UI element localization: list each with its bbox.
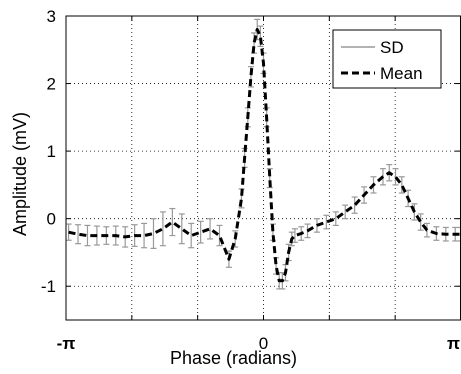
- sd-error-bar: [188, 222, 195, 249]
- sd-error-bar: [178, 213, 185, 245]
- x-tick-label: π: [447, 334, 460, 353]
- sd-error-bar: [216, 224, 223, 247]
- legend-box: [332, 29, 442, 89]
- sd-error-bar: [141, 222, 148, 249]
- y-tick-label: -1: [41, 277, 56, 296]
- y-tick-label: 0: [47, 210, 56, 229]
- sd-error-bar: [169, 207, 176, 237]
- sd-error-bar: [398, 176, 405, 194]
- legend: SD Mean: [332, 29, 442, 89]
- x-tick-label: 0: [259, 334, 268, 353]
- sd-error-bar: [332, 211, 339, 227]
- sd-error-bar: [323, 214, 330, 230]
- x-tick-label: -π: [57, 334, 76, 353]
- y-axis-title: Amplitude (mV): [10, 112, 30, 236]
- mean-series: [68, 28, 461, 283]
- y-tick-label: 3: [47, 7, 56, 26]
- mean-line: [68, 28, 461, 283]
- sd-error-bar: [75, 224, 82, 245]
- x-axis-ticks: -π 0 π: [57, 16, 461, 353]
- sd-error-bar: [351, 196, 358, 214]
- legend-mean-label: Mean: [380, 64, 423, 83]
- legend-sd-label: SD: [380, 38, 404, 57]
- sd-error-bar: [291, 228, 298, 243]
- sd-error-bar: [159, 211, 166, 247]
- y-axis-ticks: -1 0 1 2 3: [41, 7, 460, 296]
- sd-error-bar: [417, 213, 424, 231]
- sd-error-bar: [84, 224, 91, 247]
- sd-error-bar: [207, 218, 214, 240]
- sd-error-bar: [392, 168, 399, 186]
- y-tick-label: 2: [47, 75, 56, 94]
- x-axis-title: Phase (radians): [170, 348, 297, 368]
- sd-error-bar: [197, 220, 204, 244]
- sd-error-bar: [342, 204, 349, 220]
- y-tick-label: 1: [47, 142, 56, 161]
- sd-error-bar: [150, 218, 157, 249]
